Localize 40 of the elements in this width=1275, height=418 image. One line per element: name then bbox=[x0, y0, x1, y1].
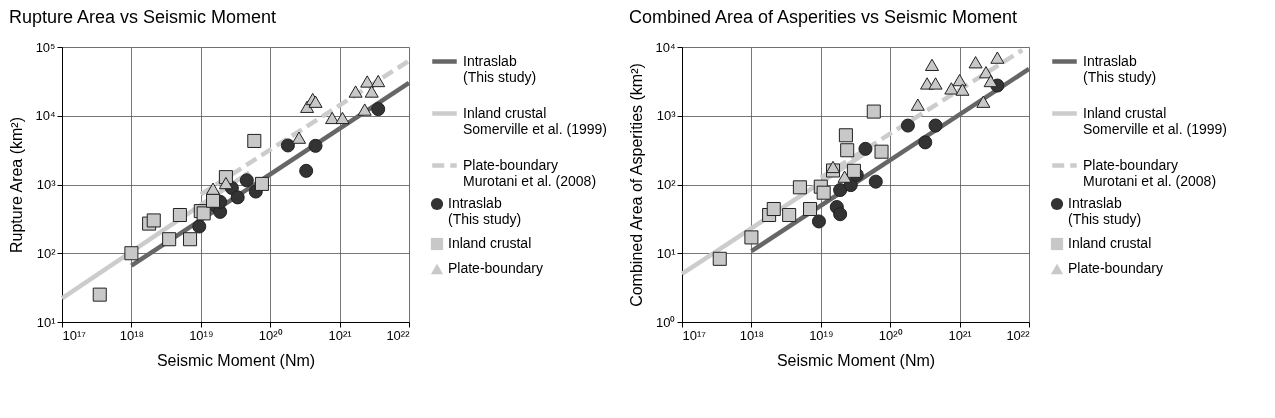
x-axis-title: Seismic Moment (Nm) bbox=[156, 351, 316, 369]
x-tick-label: 10²² bbox=[386, 327, 411, 343]
legend-label: Intraslab (This study) bbox=[463, 52, 537, 85]
x-tick-label: 10²¹ bbox=[948, 327, 973, 343]
x-tick-label: 10¹⁸ bbox=[739, 327, 765, 343]
x-tick-label: 10¹⁹ bbox=[809, 327, 834, 343]
legend-label: Intraslab (This study) bbox=[1068, 195, 1142, 227]
x-tick-label: 10²¹ bbox=[328, 327, 353, 343]
x-axis-title: Seismic Moment (Nm) bbox=[776, 351, 936, 369]
y-tick-label: 10¹ bbox=[36, 314, 57, 330]
legend-label: Plate-boundary Murotani et al. (2008) bbox=[463, 156, 597, 189]
legend-label: Inland crustal Somerville et al. (1999) bbox=[1083, 104, 1227, 137]
x-tick-label: 10²² bbox=[1006, 327, 1031, 343]
x-tick-label: 10¹⁸ bbox=[119, 327, 145, 343]
y-tick-label: 10² bbox=[36, 245, 57, 261]
legend-label: Intraslab (This study) bbox=[448, 195, 522, 227]
y-tick-label: 10⁰ bbox=[656, 314, 676, 330]
legend-label: Plate-boundary bbox=[448, 260, 543, 276]
x-tick-label: 10²⁰ bbox=[878, 327, 903, 343]
legend-label: Inland crustal Somerville et al. (1999) bbox=[463, 104, 607, 137]
chart-title: Combined Area of Asperities vs Seismic Moment bbox=[628, 7, 1018, 27]
x-tick-label: 10¹⁷ bbox=[682, 327, 707, 343]
legend-label: Inland crustal bbox=[1068, 235, 1152, 251]
legend-label: Intraslab (This study) bbox=[1083, 52, 1157, 85]
legend-label: Plate-boundary Murotani et al. (2008) bbox=[1083, 156, 1217, 189]
y-tick-label: 10⁴ bbox=[35, 108, 56, 124]
y-tick-label: 10³ bbox=[36, 177, 57, 192]
x-tick-label: 10¹⁷ bbox=[62, 327, 87, 343]
legend-label: Plate-boundary bbox=[1068, 260, 1163, 276]
y-tick-label: 10² bbox=[656, 177, 677, 192]
y-tick-label: 10⁵ bbox=[35, 39, 56, 55]
y-axis-title: Combined Area of Asperities (km²) bbox=[628, 63, 646, 307]
y-tick-label: 10⁴ bbox=[655, 39, 676, 55]
chart-title: Rupture Area vs Seismic Moment bbox=[8, 7, 277, 27]
legend-label: Inland crustal bbox=[448, 235, 532, 251]
y-axis-title: Rupture Area (km²) bbox=[8, 116, 26, 254]
y-tick-label: 10¹ bbox=[656, 245, 677, 261]
y-tick-label: 10³ bbox=[656, 108, 677, 124]
x-tick-label: 10²⁰ bbox=[258, 327, 283, 343]
x-tick-label: 10¹⁹ bbox=[189, 327, 214, 343]
